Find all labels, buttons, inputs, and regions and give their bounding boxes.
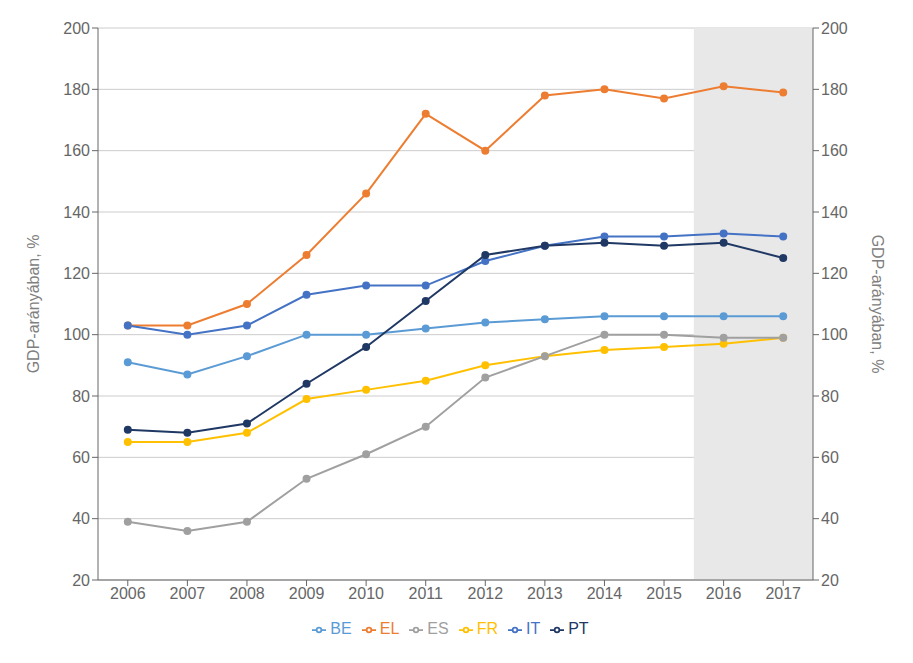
- svg-text:GDP-arányában, %: GDP-arányában, %: [869, 235, 886, 374]
- svg-text:100: 100: [821, 326, 848, 343]
- svg-text:2012: 2012: [467, 585, 503, 602]
- html-text:IT: IT: [526, 620, 541, 637]
- svg-text:40: 40: [72, 510, 90, 527]
- html-text:ES: ES: [427, 620, 449, 637]
- svg-text:GDP-arányában, %: GDP-arányában, %: [25, 235, 42, 374]
- svg-text:200: 200: [63, 20, 90, 37]
- svg-text:160: 160: [821, 142, 848, 159]
- svg-text:2017: 2017: [765, 585, 801, 602]
- svg-text:20: 20: [821, 572, 839, 589]
- svg-text:2008: 2008: [229, 585, 265, 602]
- svg-text:60: 60: [821, 449, 839, 466]
- svg-text:60: 60: [72, 449, 90, 466]
- svg-text:2007: 2007: [170, 585, 206, 602]
- svg-text:120: 120: [63, 265, 90, 282]
- html-text:EL: EL: [379, 620, 400, 637]
- svg-text:80: 80: [821, 388, 839, 405]
- svg-text:2016: 2016: [706, 585, 742, 602]
- svg-text:40: 40: [821, 510, 839, 527]
- svg-text:180: 180: [821, 81, 848, 98]
- svg-text:100: 100: [63, 326, 90, 343]
- svg-text:140: 140: [63, 204, 90, 221]
- svg-text:2013: 2013: [527, 585, 563, 602]
- svg-text:140: 140: [821, 204, 848, 221]
- svg-text:2009: 2009: [289, 585, 325, 602]
- html-text:BE: BE: [330, 620, 352, 637]
- svg-text:2010: 2010: [348, 585, 384, 602]
- svg-text:20: 20: [72, 572, 90, 589]
- svg-text:80: 80: [72, 388, 90, 405]
- svg-text:2011: 2011: [409, 585, 444, 602]
- svg-text:180: 180: [63, 81, 90, 98]
- svg-text:2006: 2006: [110, 585, 146, 602]
- svg-text:2015: 2015: [646, 585, 682, 602]
- svg-text:200: 200: [821, 20, 848, 37]
- svg-text:160: 160: [63, 142, 90, 159]
- html-text:FR: FR: [476, 620, 498, 637]
- svg-text:2014: 2014: [587, 585, 623, 602]
- svg-text:120: 120: [821, 265, 848, 282]
- html-text:PT: PT: [568, 620, 589, 637]
